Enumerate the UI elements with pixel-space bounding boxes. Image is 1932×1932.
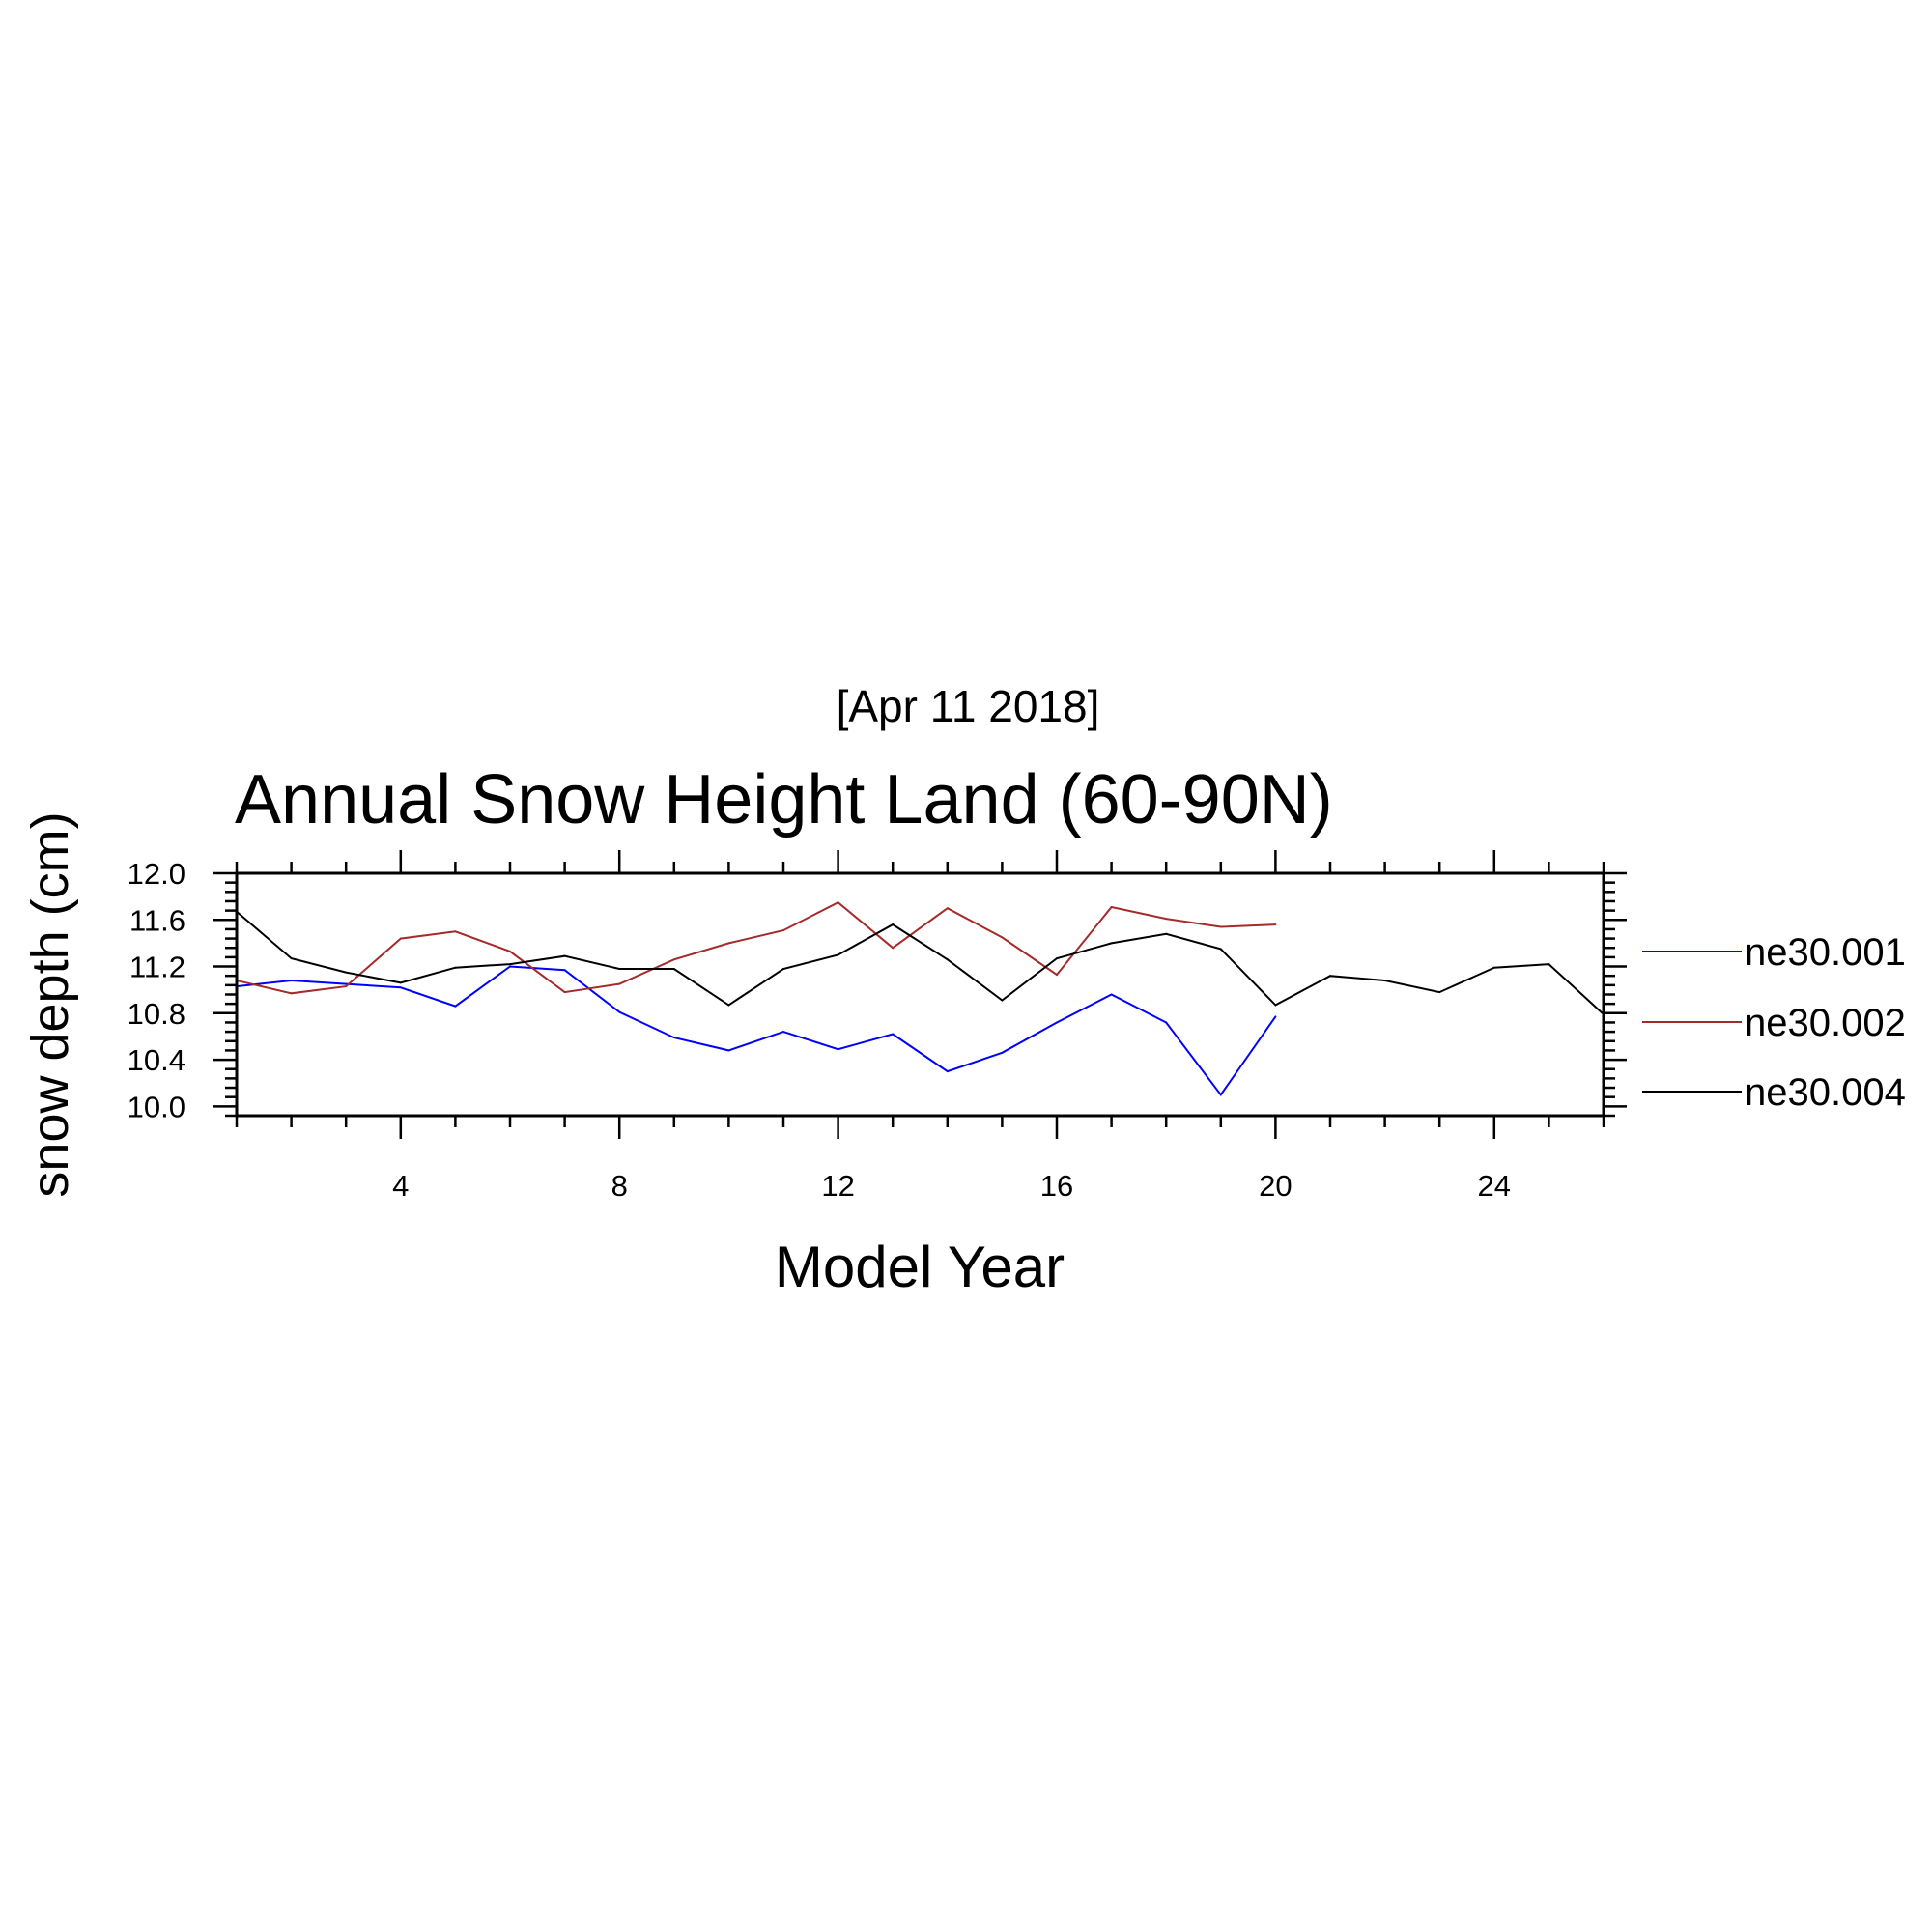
data-point-ne30.004 (672, 967, 675, 970)
data-point-ne30.001 (618, 1010, 621, 1013)
legend-label-ne30.004: ne30.004 (1745, 1071, 1906, 1114)
series-line-ne30.001 (236, 965, 1277, 1096)
y-tick-label: 11.6 (129, 903, 185, 937)
chart-subtitle: [Apr 11 2018] (837, 681, 1100, 731)
data-point-ne30.004 (727, 1004, 730, 1007)
data-point-ne30.001 (509, 965, 511, 968)
data-point-ne30.004 (1056, 957, 1058, 960)
series-line-ne30.004 (236, 911, 1605, 1015)
data-point-ne30.001 (837, 1048, 839, 1051)
data-point-ne30.001 (1001, 1051, 1004, 1054)
data-point-ne30.004 (1219, 948, 1222, 951)
data-point-ne30.002 (1274, 923, 1277, 926)
data-point-ne30.004 (1001, 999, 1004, 1002)
data-point-ne30.004 (399, 981, 402, 984)
x-tick-label: 8 (611, 1169, 628, 1203)
legend-label-ne30.001: ne30.001 (1745, 931, 1906, 974)
data-point-ne30.001 (454, 1005, 457, 1008)
data-point-ne30.004 (345, 971, 348, 974)
data-point-ne30.004 (1548, 963, 1550, 966)
x-tick-label: 24 (1478, 1169, 1511, 1203)
data-point-ne30.002 (892, 947, 895, 950)
data-point-ne30.001 (290, 980, 293, 982)
data-point-ne30.001 (672, 1037, 675, 1039)
data-point-ne30.002 (946, 907, 949, 910)
data-point-ne30.004 (509, 963, 511, 966)
data-point-ne30.002 (399, 937, 402, 940)
data-point-ne30.002 (1056, 973, 1058, 976)
data-point-ne30.002 (618, 982, 621, 985)
data-point-ne30.004 (1492, 966, 1495, 969)
data-point-ne30.002 (782, 929, 784, 932)
x-tick-label: 12 (821, 1169, 854, 1203)
data-point-ne30.004 (782, 967, 784, 970)
data-point-ne30.002 (290, 992, 293, 995)
data-point-ne30.004 (1329, 975, 1331, 978)
data-point-ne30.001 (946, 1070, 949, 1073)
x-tick-label: 4 (392, 1169, 409, 1203)
y-tick-label: 12.0 (128, 857, 185, 891)
plot-frame (235, 871, 1605, 1118)
data-point-ne30.002 (563, 991, 566, 994)
data-point-ne30.001 (1219, 1094, 1222, 1096)
data-point-ne30.002 (1165, 918, 1168, 921)
y-tick-label: 10.0 (128, 1090, 185, 1123)
data-point-ne30.002 (1219, 925, 1222, 928)
data-point-ne30.002 (345, 985, 348, 988)
y-tick-label: 10.4 (128, 1043, 185, 1077)
data-point-ne30.001 (1274, 1015, 1277, 1018)
y-axis-label: snow depth (cm) (21, 811, 79, 1197)
y-tick-label: 10.8 (128, 997, 185, 1031)
data-point-ne30.004 (892, 923, 895, 926)
data-point-ne30.002 (837, 901, 839, 904)
data-point-ne30.004 (618, 967, 621, 970)
data-point-ne30.004 (1110, 942, 1113, 945)
data-point-ne30.004 (946, 958, 949, 961)
data-point-ne30.004 (563, 954, 566, 957)
data-point-ne30.004 (1438, 991, 1441, 994)
data-point-ne30.002 (1001, 936, 1004, 939)
data-point-ne30.002 (509, 950, 511, 952)
data-point-ne30.004 (837, 953, 839, 956)
x-axis-label: Model Year (775, 1235, 1065, 1299)
data-point-ne30.001 (399, 986, 402, 989)
data-point-ne30.004 (454, 966, 457, 969)
data-point-ne30.004 (1165, 932, 1168, 935)
data-point-ne30.001 (345, 982, 348, 985)
data-point-ne30.002 (454, 930, 457, 933)
data-point-ne30.004 (1383, 980, 1386, 982)
data-point-ne30.002 (727, 942, 730, 945)
legend-label-ne30.002: ne30.002 (1745, 1002, 1906, 1044)
series-lines (236, 901, 1605, 1096)
legend: ne30.001 ne30.002 ne30.004 (1642, 931, 1906, 1114)
chart-title: Annual Snow Height Land (60-90N) (235, 761, 1333, 838)
data-point-ne30.002 (672, 958, 675, 961)
data-point-ne30.001 (563, 969, 566, 972)
data-point-ne30.001 (1165, 1021, 1168, 1024)
x-tick-label: 16 (1040, 1169, 1073, 1203)
data-point-ne30.001 (1056, 1021, 1058, 1024)
series-line-ne30.002 (236, 901, 1276, 995)
y-tick-label: 11.2 (129, 951, 185, 984)
data-point-ne30.004 (1274, 1004, 1277, 1007)
data-point-ne30.001 (782, 1031, 784, 1034)
data-point-ne30.001 (727, 1049, 730, 1052)
data-point-ne30.001 (892, 1033, 895, 1036)
x-tick-label: 20 (1259, 1169, 1292, 1203)
data-point-ne30.004 (290, 957, 293, 960)
data-point-ne30.002 (1110, 905, 1113, 908)
data-point-ne30.001 (1110, 993, 1113, 996)
axis-ticks: 4 8 12 16 20 24 10.0 10.4 10.8 11.2 11.6 12.0 (128, 850, 1627, 1203)
